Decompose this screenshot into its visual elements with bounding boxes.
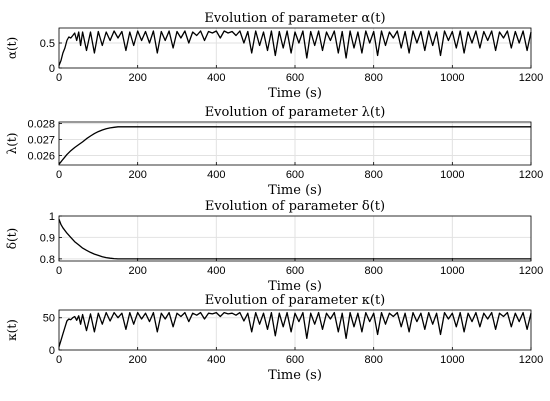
x-tick-label: 800 bbox=[364, 265, 382, 277]
series-line bbox=[58, 126, 531, 165]
x-tick-label: 1000 bbox=[440, 169, 464, 181]
x-tick-label: 800 bbox=[364, 354, 382, 366]
subplot-title: Evolution of parameter λ(t) bbox=[205, 105, 386, 120]
x-tick-label: 600 bbox=[286, 72, 304, 84]
subplot-title: Evolution of parameter α(t) bbox=[204, 11, 385, 26]
x-tick-label: 0 bbox=[56, 265, 62, 277]
y-axis-label: δ(t) bbox=[5, 228, 19, 249]
x-tick-label: 1200 bbox=[519, 72, 543, 84]
x-tick-label: 600 bbox=[286, 354, 304, 366]
x-tick-label: 200 bbox=[128, 169, 146, 181]
x-tick-label: 400 bbox=[207, 354, 225, 366]
x-tick-label: 600 bbox=[286, 265, 304, 277]
axes-frame bbox=[58, 27, 532, 69]
x-tick-label: 800 bbox=[364, 169, 382, 181]
x-tick-label: 0 bbox=[56, 169, 62, 181]
x-tick-label: 200 bbox=[128, 354, 146, 366]
x-tick-label: 600 bbox=[286, 169, 304, 181]
y-tick-label: 0.9 bbox=[40, 232, 55, 244]
x-tick-label: 1000 bbox=[440, 265, 464, 277]
x-tick-label: 0 bbox=[56, 354, 62, 366]
series-line bbox=[58, 30, 532, 66]
series-line bbox=[58, 218, 531, 260]
x-axis-label: Time (s) bbox=[268, 86, 322, 101]
y-tick-label: 0 bbox=[49, 63, 55, 75]
y-axis-label: κ(t) bbox=[5, 319, 19, 341]
y-tick-label: 0.027 bbox=[27, 135, 55, 147]
x-tick-label: 1200 bbox=[519, 265, 543, 277]
y-axis-label: λ(t) bbox=[5, 133, 19, 155]
y-tick-label: 0.5 bbox=[40, 38, 55, 50]
y-tick-label: 1 bbox=[49, 211, 55, 223]
x-tick-label: 800 bbox=[364, 72, 382, 84]
x-tick-label: 1000 bbox=[440, 72, 464, 84]
subplot-2: 0 200 400 600 800 1000 1200 0.026 0.027 0.028 Evol… bbox=[5, 105, 543, 198]
y-tick-label: 50 bbox=[43, 313, 55, 325]
y-tick-label: 0.026 bbox=[27, 150, 55, 162]
y-axis-label: α(t) bbox=[5, 37, 19, 59]
subplot-title: Evolution of parameter δ(t) bbox=[205, 199, 385, 214]
x-tick-label: 1000 bbox=[440, 354, 464, 366]
axes-frame bbox=[58, 215, 532, 262]
axes-frame bbox=[58, 121, 532, 166]
y-tick-label: 0 bbox=[49, 345, 55, 357]
subplot-4: 0 200 400 600 800 1000 1200 0 50 Evolution of par… bbox=[5, 293, 543, 383]
x-axis-label: Time (s) bbox=[268, 368, 322, 383]
x-axis-label: Time (s) bbox=[268, 279, 322, 294]
x-tick-label: 1200 bbox=[519, 169, 543, 181]
x-tick-label: 400 bbox=[207, 72, 225, 84]
x-tick-label: 1200 bbox=[519, 354, 543, 366]
series-line bbox=[58, 311, 532, 347]
x-axis-label: Time (s) bbox=[268, 183, 322, 198]
x-tick-label: 400 bbox=[207, 169, 225, 181]
subplot-3: 0 200 400 600 800 1000 1200 0.8 0.9 1 Evolution of… bbox=[5, 199, 543, 294]
subplot-1: 0 200 400 600 800 1000 1200 0 0.5 Evolution of pa… bbox=[5, 11, 543, 101]
y-tick-label: 0.8 bbox=[40, 254, 55, 266]
subplot-title: Evolution of parameter κ(t) bbox=[205, 293, 386, 308]
x-tick-label: 0 bbox=[56, 72, 62, 84]
x-tick-label: 200 bbox=[128, 72, 146, 84]
axes-frame bbox=[58, 309, 532, 351]
y-tick-label: 0.028 bbox=[27, 119, 55, 131]
x-tick-label: 200 bbox=[128, 265, 146, 277]
x-tick-label: 400 bbox=[207, 265, 225, 277]
